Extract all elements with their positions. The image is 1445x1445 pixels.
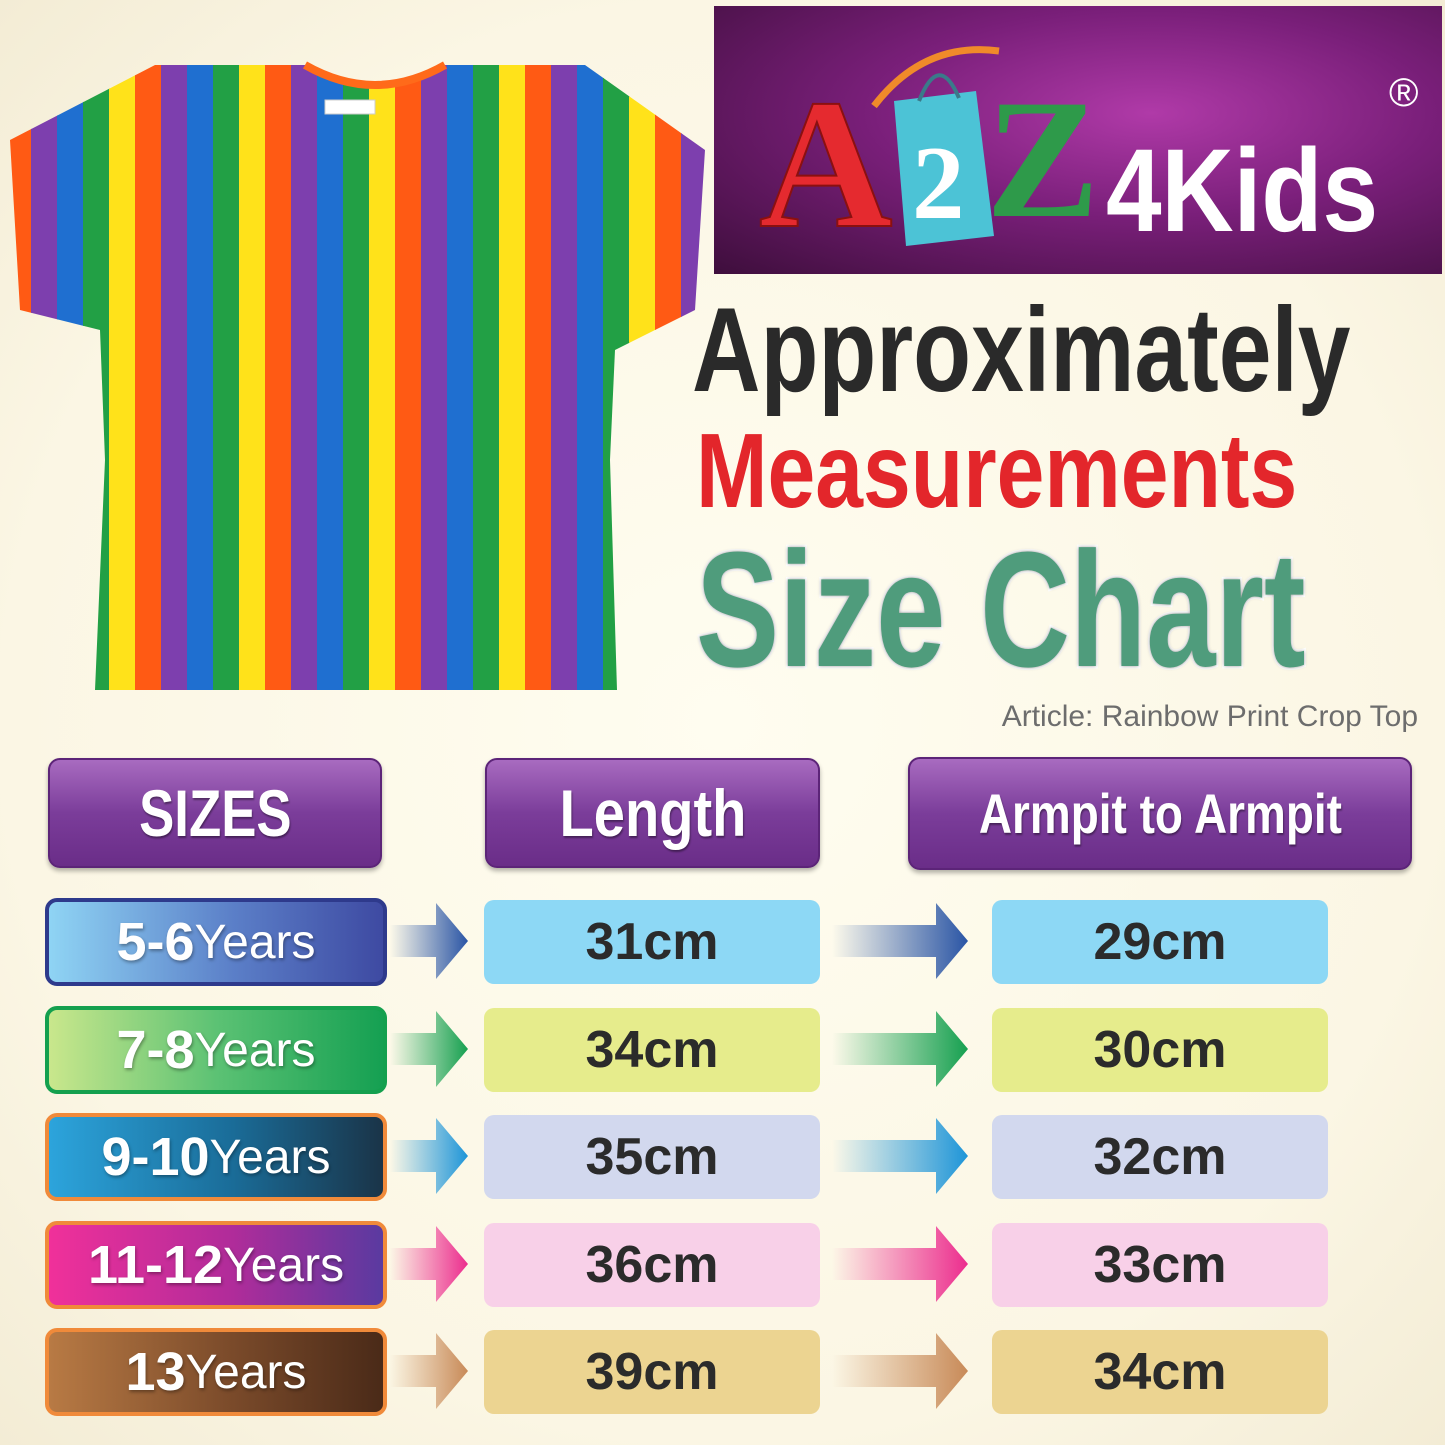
size-age: 5-6: [116, 912, 195, 972]
size-age: 13: [125, 1342, 186, 1402]
shirt-stripe: [421, 65, 448, 690]
shirt-stripe: [317, 65, 344, 690]
title-size-chart: Size Chart: [694, 518, 1307, 701]
shirt-stripe: [161, 65, 188, 690]
arrow-icon: [390, 903, 468, 979]
size-age: 9-10: [101, 1127, 210, 1187]
shirt-stripe: [369, 65, 396, 690]
svg-text:®: ®: [1389, 71, 1418, 115]
size-unit: Years: [194, 915, 316, 969]
size-unit: Years: [185, 1345, 307, 1399]
size-13: 13 Years: [45, 1328, 387, 1416]
shirt-stripe: [577, 65, 604, 690]
brand-logo: A 2 Z 4Kids ®: [714, 6, 1442, 274]
arrow-icon: [832, 1011, 968, 1087]
shirt-stripe: [655, 65, 682, 690]
size-unit: Years: [223, 1238, 345, 1292]
arrow-icon: [832, 903, 968, 979]
shirt-stripe: [135, 65, 162, 690]
shirt-stripe: [10, 65, 32, 690]
shirt-stripe: [447, 65, 474, 690]
arrow-icon: [390, 1118, 468, 1194]
header-sizes-label: SIZES: [138, 776, 292, 850]
header-length-label: Length: [559, 776, 746, 850]
arrow-icon: [832, 1118, 968, 1194]
size-7-8: 7-8 Years: [45, 1006, 387, 1094]
shirt-stripe: [343, 65, 370, 690]
header-armpit-label: Armpit to Armpit: [978, 782, 1342, 845]
length-value: 35cm: [484, 1115, 820, 1199]
header-armpit: Armpit to Armpit: [908, 757, 1412, 870]
shirt-stripe: [239, 65, 266, 690]
armpit-value: 29cm: [992, 900, 1328, 984]
arrow-icon: [390, 1333, 468, 1409]
rainbow-crop-top-image: [10, 61, 705, 690]
shirt-stripe: [499, 65, 526, 690]
size-age: 7-8: [116, 1020, 195, 1080]
arrow-icon: [832, 1333, 968, 1409]
armpit-value: 30cm: [992, 1008, 1328, 1092]
size-unit: Years: [209, 1130, 331, 1184]
shirt-label: [324, 99, 376, 115]
size-age: 11-12: [87, 1235, 224, 1295]
shirt-stripe: [187, 65, 214, 690]
length-value: 34cm: [484, 1008, 820, 1092]
length-value: 31cm: [484, 900, 820, 984]
armpit-value: 34cm: [992, 1330, 1328, 1414]
shirt-stripe: [525, 65, 552, 690]
header-length: Length: [485, 758, 820, 868]
size-9-10: 9-10 Years: [45, 1113, 387, 1201]
shirt-stripe: [551, 65, 578, 690]
length-value: 39cm: [484, 1330, 820, 1414]
shirt-stripe: [291, 65, 318, 690]
shirt-stripe: [213, 65, 240, 690]
armpit-value: 32cm: [992, 1115, 1328, 1199]
title-approximately: Approximately: [692, 283, 1351, 417]
shirt-stripe: [603, 65, 630, 690]
shirt-stripe: [395, 65, 422, 690]
shirt-stripe: [57, 65, 84, 690]
shirt-stripe: [473, 65, 500, 690]
title-measurements: Measurements: [696, 412, 1298, 530]
size-11-12: 11-12 Years: [45, 1221, 387, 1309]
size-unit: Years: [194, 1023, 316, 1077]
armpit-value: 33cm: [992, 1223, 1328, 1307]
svg-text:2: 2: [912, 124, 965, 241]
shirt-stripe: [31, 65, 58, 690]
arrow-icon: [390, 1226, 468, 1302]
shirt-stripe: [83, 65, 110, 690]
svg-text:A: A: [759, 62, 893, 267]
size-5-6: 5-6 Years: [45, 898, 387, 986]
article-name: Article: Rainbow Print Crop Top: [1001, 700, 1418, 733]
arrow-icon: [390, 1011, 468, 1087]
svg-text:Z: Z: [986, 65, 1099, 253]
shirt-stripe: [109, 65, 136, 690]
header-sizes: SIZES: [48, 758, 382, 868]
arrow-icon: [832, 1226, 968, 1302]
shirt-stripe: [265, 65, 292, 690]
length-value: 36cm: [484, 1223, 820, 1307]
shirt-stripe: [629, 65, 656, 690]
svg-text:4Kids: 4Kids: [1106, 125, 1378, 257]
